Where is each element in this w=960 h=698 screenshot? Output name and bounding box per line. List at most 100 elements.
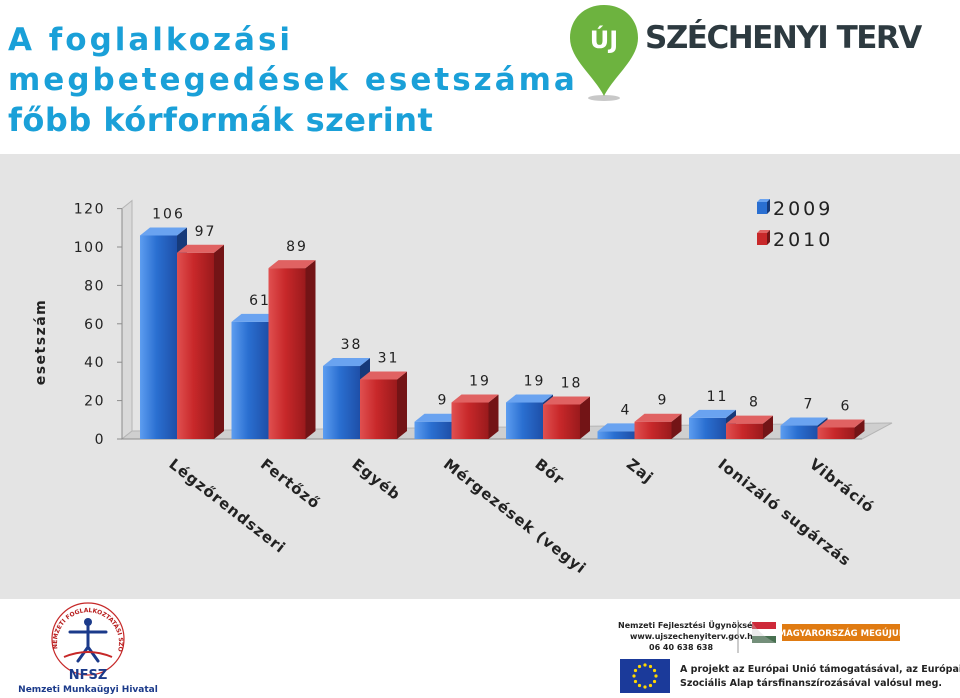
eu-star-icon (643, 663, 647, 667)
bar-front (268, 268, 306, 439)
eu-star-icon (652, 668, 657, 673)
nfsz-logo: NEMZETI FOGLALKOZTATÁSI SZOLGÁLAT NFSZ N… (0, 599, 158, 695)
bar-front (780, 425, 818, 439)
legend-label: 2010 (773, 229, 833, 251)
bar-side (397, 371, 407, 439)
page-title: A foglalkozási megbetegedések esetszáma … (8, 20, 578, 140)
y-tick-label: 120 (74, 202, 105, 218)
legend-swatch-side (767, 199, 770, 214)
bar-side (214, 244, 224, 439)
logo-pin-shadow (588, 95, 620, 101)
szechenyi-terv-logo: ÚJ (570, 5, 638, 101)
nfu-info: Nemzeti Fejlesztési Ügynökség www.ujszec… (618, 620, 759, 653)
title-line-2: megbetegedések esetszáma (8, 62, 578, 98)
data-label: 9 (438, 393, 449, 409)
legend-swatch (757, 202, 767, 214)
y-tick-label: 40 (84, 355, 105, 371)
bar-top (360, 371, 407, 380)
bar-top (140, 227, 187, 236)
nfsz-name: Nemzeti Munkaügyi Hivatal (18, 685, 158, 695)
eu-star-icon (633, 668, 638, 673)
hungary-flag-icon (752, 622, 776, 643)
bar-top (231, 313, 279, 322)
brand-name: SZÉCHENYI TERV (645, 20, 922, 56)
bar-front (726, 423, 763, 439)
eu-star-icon (652, 679, 657, 684)
x-tick-label: Zaj (623, 455, 657, 487)
bar (726, 415, 773, 439)
legend-swatch-side (767, 230, 770, 245)
bar-side (580, 396, 590, 439)
hu-slogan: MAGYARORSZÁG MEGÚJUL (778, 627, 905, 639)
data-label: 19 (469, 374, 491, 390)
nfsz-ring (51, 602, 125, 676)
nfu-name: Nemzeti Fejlesztési Ügynökség (618, 620, 758, 630)
data-label: 19 (524, 374, 546, 390)
x-tick-label: Bőr (532, 455, 568, 489)
legend-swatch (757, 233, 767, 245)
bar-front (231, 321, 269, 439)
bar (634, 413, 682, 439)
bar-front (323, 366, 360, 439)
bar-top (634, 413, 682, 422)
bar-top (268, 260, 316, 269)
bar-front (451, 402, 489, 439)
legend-label: 2009 (773, 198, 833, 220)
bar-top (414, 413, 462, 422)
eu-star-icon (648, 664, 653, 669)
figure-icon (68, 624, 108, 663)
bar (817, 419, 865, 439)
data-label: 38 (341, 337, 363, 353)
bar-front (634, 421, 672, 439)
eu-text-line-2: Szociális Alap társfinanszírozásával val… (680, 678, 942, 689)
bar-side (854, 419, 865, 439)
eu-star-icon (654, 674, 658, 678)
data-label: 6 (841, 398, 852, 414)
figure-swoosh (63, 651, 113, 658)
y-tick-label: 100 (74, 240, 105, 256)
bar (177, 244, 224, 439)
nfu-phone: 06 40 638 638 (649, 643, 713, 652)
data-label: 4 (621, 402, 632, 418)
bar-front (597, 431, 635, 439)
bar (451, 394, 499, 439)
eu-star-icon (637, 664, 642, 669)
nfsz-abbr: NFSZ (69, 668, 108, 683)
bar-front (689, 417, 726, 439)
bar-side (488, 394, 499, 439)
bar-top (689, 409, 736, 418)
bar (268, 260, 316, 439)
x-tick-label: Egyéb (349, 455, 405, 504)
legend-swatch-top (757, 230, 770, 233)
bar-top (597, 423, 645, 432)
legend-swatch-top (757, 199, 770, 202)
bar-chart: 020406080100120esetszám10697Légzőrendsze… (33, 198, 893, 578)
map-pin-icon (570, 5, 638, 96)
eu-text-line-1: A projekt az Európai Unió támogatásával,… (680, 664, 960, 675)
bar-top (506, 394, 553, 403)
bar-front (177, 252, 214, 439)
data-label: 8 (749, 395, 760, 411)
bar-front (543, 404, 580, 439)
title-line-1: A foglalkozási (8, 22, 294, 58)
bar-side (671, 413, 682, 439)
data-label: 89 (286, 239, 308, 255)
bar-front (360, 379, 397, 439)
data-label: 7 (804, 397, 815, 413)
bar-side (305, 260, 316, 439)
bar-side (763, 415, 773, 439)
bar-top (451, 394, 499, 403)
bar (360, 371, 407, 439)
eu-star-icon (633, 679, 638, 684)
bar-top (817, 419, 865, 428)
bar-front (414, 421, 452, 439)
bar-front (817, 427, 855, 439)
data-label: 31 (378, 350, 400, 366)
data-label: 18 (561, 375, 583, 391)
eu-star-icon (637, 683, 642, 688)
y-tick-label: 80 (84, 278, 105, 294)
y-tick-label: 60 (84, 317, 105, 333)
bar (543, 396, 590, 439)
x-tick-label: Vibráció (806, 455, 878, 517)
y-tick-label: 0 (95, 432, 105, 448)
